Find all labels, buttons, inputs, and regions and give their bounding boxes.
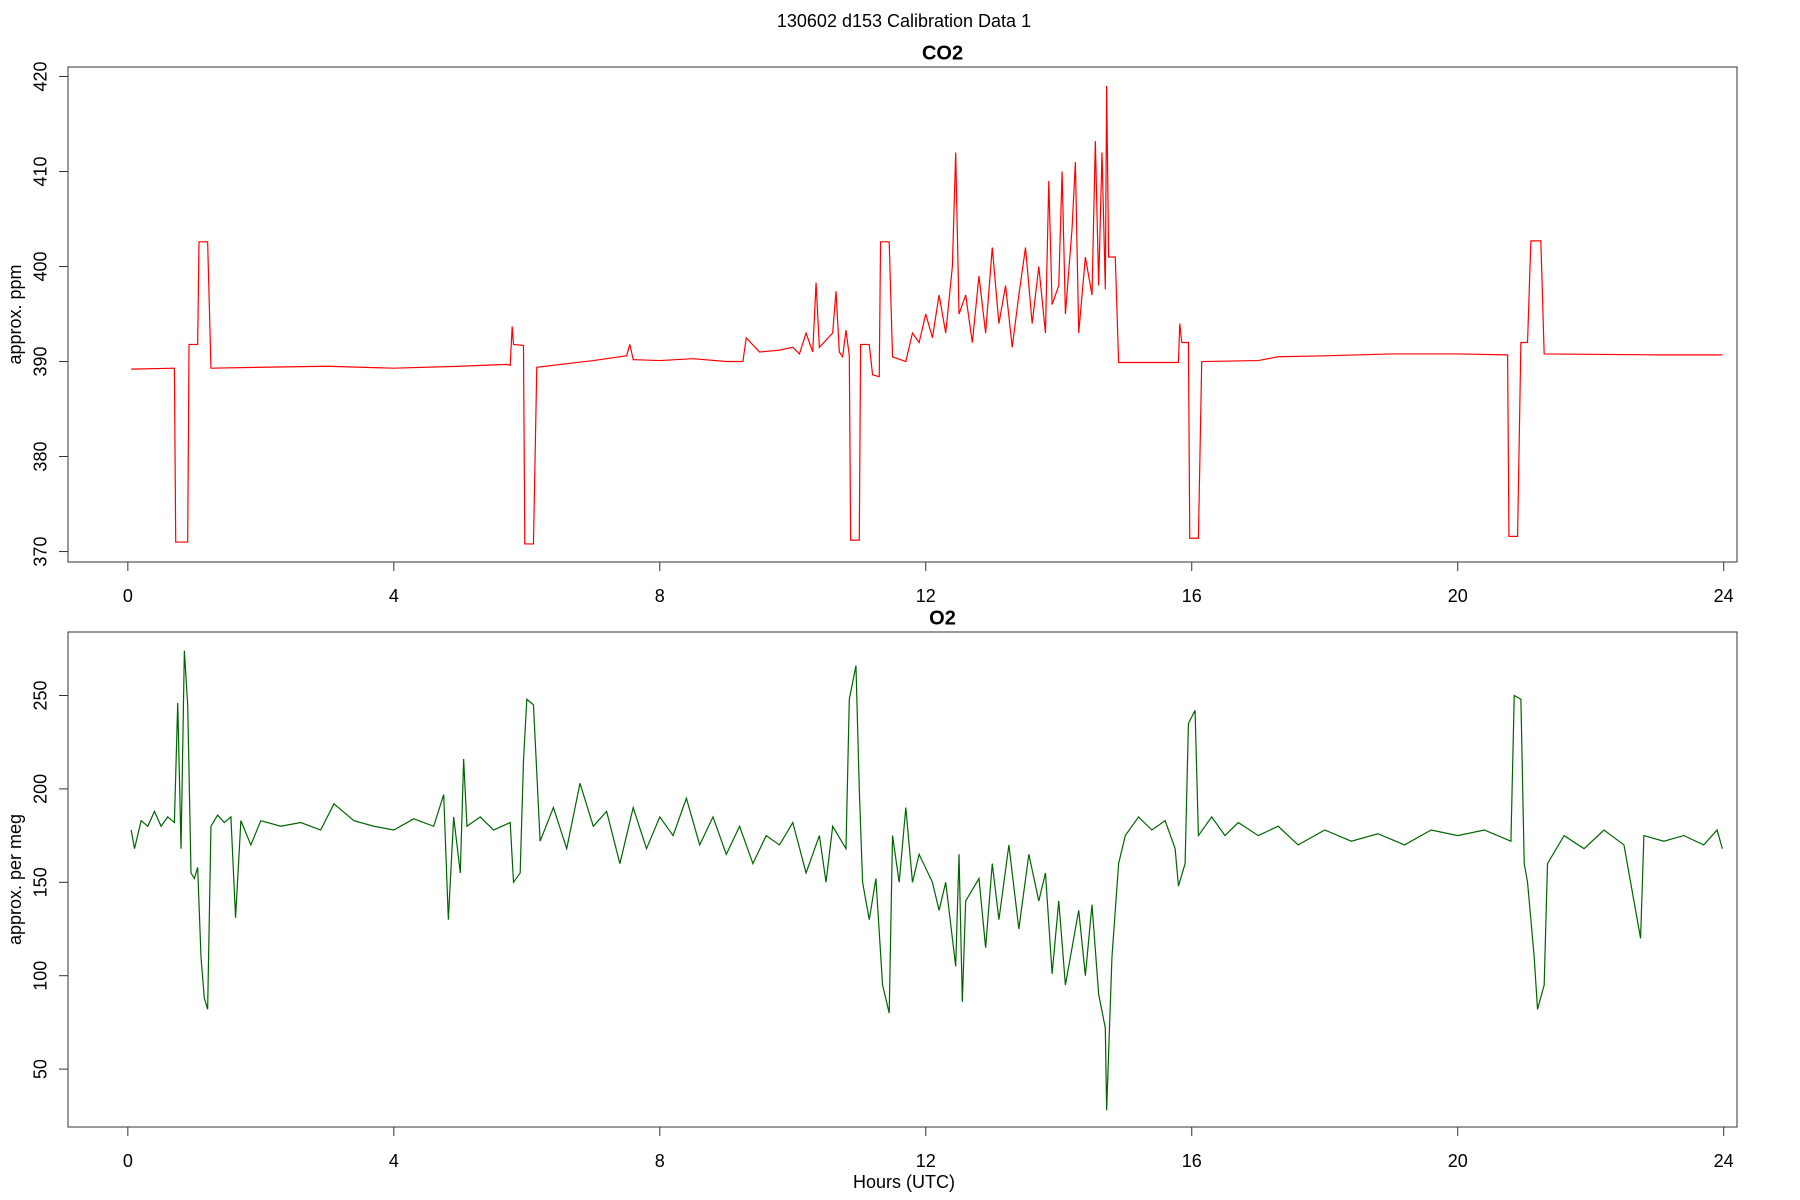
- data-line: [131, 85, 1723, 545]
- y-tick-label: 50: [31, 1059, 51, 1079]
- y-tick-label: 370: [31, 537, 51, 567]
- figure-title: 130602 d153 Calibration Data 1: [777, 11, 1031, 31]
- data-line: [130, 650, 1723, 1111]
- x-tick-label: 16: [1182, 586, 1202, 606]
- y-tick-label: 410: [31, 156, 51, 186]
- y-tick-label: 380: [31, 442, 51, 472]
- x-tick-label: 20: [1448, 1151, 1468, 1171]
- y-axis-label: approx. ppm: [5, 264, 25, 364]
- y-tick-label: 250: [31, 680, 51, 710]
- x-tick-label: 12: [916, 586, 936, 606]
- x-tick-label: 24: [1714, 1151, 1734, 1171]
- plot-frame: [67, 66, 1738, 563]
- x-tick-label: 4: [389, 586, 399, 606]
- y-tick-label: 100: [31, 961, 51, 991]
- plot-frame: [67, 631, 1738, 1128]
- x-tick-label: 12: [916, 1151, 936, 1171]
- x-tick-label: 24: [1714, 586, 1734, 606]
- x-tick-label: 0: [123, 1151, 133, 1171]
- x-tick-label: 0: [123, 586, 133, 606]
- x-tick-label: 4: [389, 1151, 399, 1171]
- y-axis-label: approx. per meg: [5, 814, 25, 945]
- y-tick-label: 420: [31, 61, 51, 91]
- x-axis-label: Hours (UTC): [853, 1172, 955, 1192]
- x-tick-label: 8: [655, 1151, 665, 1171]
- y-tick-label: 390: [31, 347, 51, 377]
- x-tick-label: 20: [1448, 586, 1468, 606]
- y-tick-label: 200: [31, 774, 51, 804]
- y-tick-label: 150: [31, 867, 51, 897]
- subplot-title: CO2: [922, 42, 963, 64]
- x-tick-label: 16: [1182, 1151, 1202, 1171]
- y-tick-label: 400: [31, 251, 51, 281]
- x-tick-label: 8: [655, 586, 665, 606]
- subplot-title: O2: [929, 607, 956, 629]
